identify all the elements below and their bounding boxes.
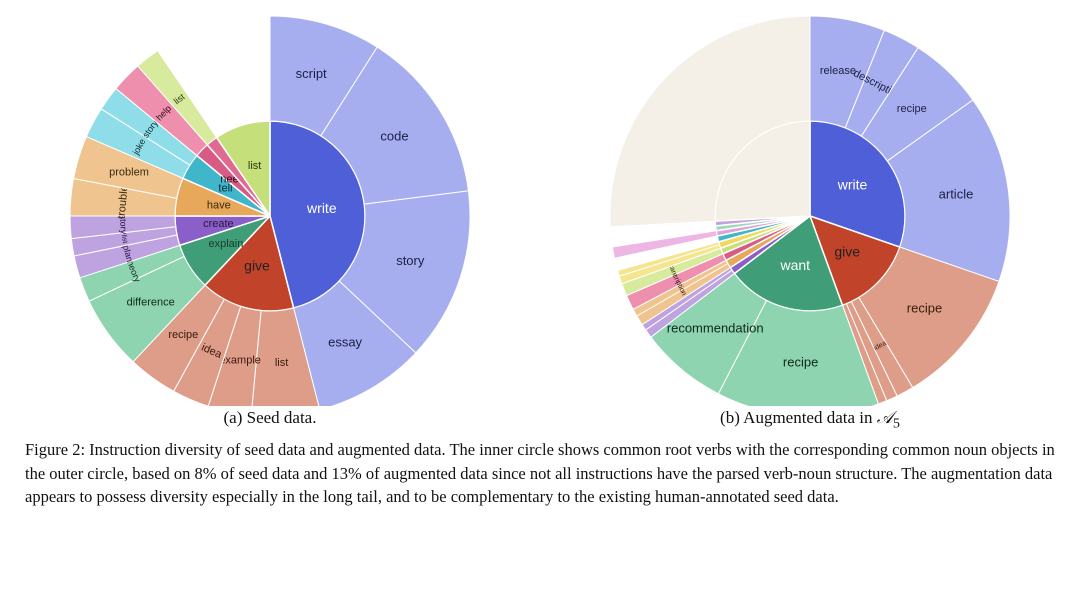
chart-block-seed: write give explain create have tell need list sc…: [0, 6, 540, 428]
sunburst-chart-seed: writegiveexplaincreatehavetellneedlistsc…: [20, 6, 520, 406]
figure-page: write give explain create have tell need list sc…: [0, 0, 1080, 616]
charts-row: write give explain create have tell need list sc…: [0, 0, 1080, 432]
sunburst-chart-augmented: writegivewantreleasedescriptionrecipeart…: [560, 6, 1060, 406]
chart-caption-augmented: (b) Augmented data in 𝒜5: [720, 408, 900, 432]
figure-caption: Figure 2: Instruction diversity of seed …: [25, 438, 1055, 508]
chart-block-augmented: write give want release description recipe art…: [540, 6, 1080, 432]
chart-caption-seed: (a) Seed data.: [224, 408, 317, 428]
